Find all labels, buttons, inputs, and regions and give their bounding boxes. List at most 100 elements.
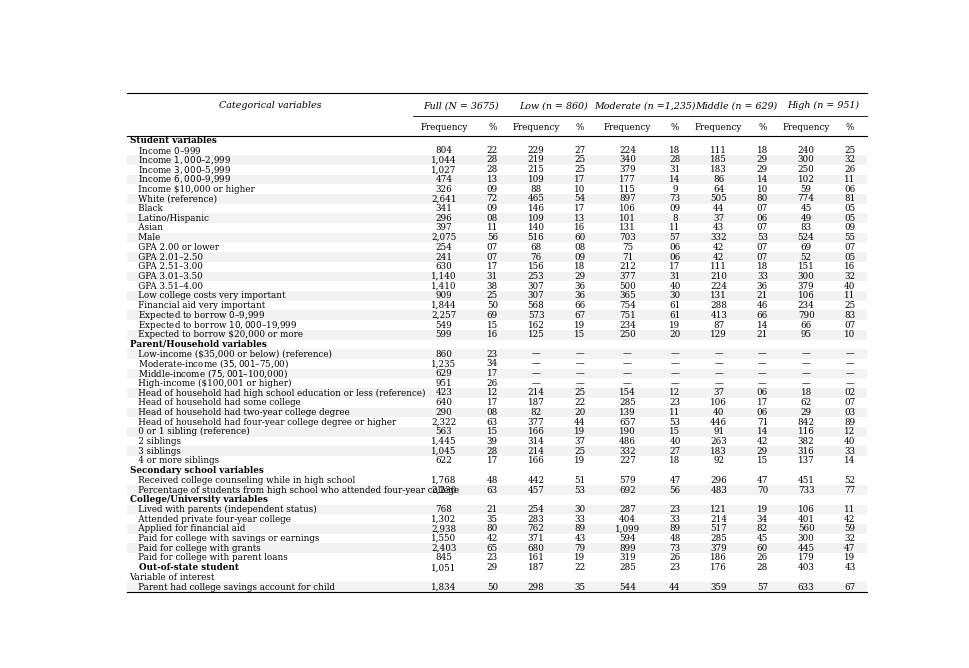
Text: 12: 12	[486, 389, 497, 397]
Text: 18: 18	[756, 146, 767, 155]
Text: 43: 43	[574, 534, 585, 543]
Bar	[127, 311, 866, 320]
Text: Applied for financial aid: Applied for financial aid	[130, 524, 244, 533]
Bar	[127, 466, 866, 476]
Text: 65: 65	[486, 544, 497, 552]
Text: 42: 42	[756, 437, 767, 446]
Text: 80: 80	[486, 524, 497, 533]
Text: 33: 33	[669, 514, 679, 524]
Text: 88: 88	[530, 184, 541, 194]
Text: —: —	[757, 359, 766, 368]
Text: High-income ($100,001 or higher): High-income ($100,001 or higher)	[130, 379, 291, 388]
Text: —: —	[670, 349, 678, 359]
Bar	[127, 369, 866, 378]
Text: 17: 17	[669, 263, 680, 271]
Text: 290: 290	[435, 408, 452, 417]
Text: 89: 89	[574, 524, 585, 533]
Text: GPA 2.01–2.50: GPA 2.01–2.50	[130, 253, 203, 262]
Text: Categorical variables: Categorical variables	[218, 102, 321, 110]
Text: 14: 14	[756, 321, 767, 329]
Text: 71: 71	[756, 418, 767, 427]
Text: 404: 404	[618, 514, 636, 524]
Text: 71: 71	[621, 253, 633, 262]
Text: 09: 09	[843, 223, 855, 232]
Text: —: —	[845, 349, 854, 359]
Bar	[127, 437, 866, 446]
Text: 234: 234	[797, 301, 814, 310]
Text: Student variables: Student variables	[130, 136, 216, 145]
Text: 139: 139	[618, 408, 635, 417]
Text: 332: 332	[618, 447, 635, 456]
Bar	[127, 398, 866, 407]
Text: 340: 340	[618, 156, 635, 164]
Text: 316: 316	[797, 447, 814, 456]
Text: 25: 25	[574, 165, 585, 174]
Text: 563: 563	[435, 428, 452, 436]
Text: 154: 154	[618, 389, 635, 397]
Text: 860: 860	[435, 349, 452, 359]
Text: 07: 07	[756, 243, 767, 252]
Text: 10: 10	[574, 184, 585, 194]
Text: 899: 899	[618, 544, 635, 552]
Text: 68: 68	[530, 243, 541, 252]
Text: 1,051: 1,051	[431, 563, 456, 572]
Bar	[127, 418, 866, 427]
Text: 768: 768	[435, 505, 452, 514]
Text: 630: 630	[435, 263, 452, 271]
Text: 379: 379	[797, 282, 814, 291]
Text: 56: 56	[486, 233, 497, 242]
Text: 254: 254	[527, 505, 544, 514]
Text: 2 siblings: 2 siblings	[130, 437, 180, 446]
Text: 34: 34	[756, 514, 767, 524]
Text: GPA 3.51–4.00: GPA 3.51–4.00	[130, 282, 203, 291]
Text: 762: 762	[527, 524, 544, 533]
Text: 07: 07	[843, 321, 855, 329]
Text: 92: 92	[712, 456, 724, 466]
Text: 54: 54	[574, 194, 585, 203]
Text: 37: 37	[712, 214, 724, 222]
Bar	[127, 194, 866, 204]
Text: 38: 38	[486, 282, 497, 291]
Text: Middle-income ($75,001–$100,000): Middle-income ($75,001–$100,000)	[130, 367, 288, 380]
Text: 67: 67	[574, 311, 585, 320]
Text: 35: 35	[574, 582, 584, 592]
Text: 37: 37	[712, 389, 724, 397]
Text: 83: 83	[843, 311, 855, 320]
Text: 703: 703	[618, 233, 635, 242]
Text: 307: 307	[527, 282, 544, 291]
Text: 31: 31	[669, 165, 680, 174]
Text: 17: 17	[574, 204, 585, 213]
Text: 177: 177	[618, 175, 635, 184]
Text: 03: 03	[843, 408, 855, 417]
Text: 73: 73	[669, 194, 680, 203]
Text: 19: 19	[574, 554, 585, 562]
Text: 08: 08	[486, 408, 497, 417]
Text: 18: 18	[756, 263, 767, 271]
Text: 371: 371	[527, 534, 544, 543]
Bar	[127, 446, 866, 456]
Text: Expected to borrow $20,000 or more: Expected to borrow $20,000 or more	[130, 330, 302, 339]
Text: Expected to borrow $10,000–$19,999: Expected to borrow $10,000–$19,999	[130, 319, 297, 331]
Text: Secondary school variables: Secondary school variables	[130, 466, 263, 475]
Text: 23: 23	[669, 505, 680, 514]
Text: 594: 594	[618, 534, 635, 543]
Text: 622: 622	[435, 456, 452, 466]
Text: 774: 774	[797, 194, 814, 203]
Text: Parent had college savings account for child: Parent had college savings account for c…	[130, 582, 334, 592]
Text: High (n = 951): High (n = 951)	[787, 102, 859, 110]
Text: 17: 17	[486, 369, 497, 378]
Text: 190: 190	[618, 428, 635, 436]
Text: 111: 111	[709, 263, 727, 271]
Text: Income $1,000–$2,999: Income $1,000–$2,999	[130, 154, 231, 166]
Text: 13: 13	[486, 175, 497, 184]
Text: 20: 20	[574, 408, 585, 417]
Text: 474: 474	[435, 175, 452, 184]
Text: 140: 140	[527, 223, 544, 232]
Text: 40: 40	[712, 408, 724, 417]
Text: 70: 70	[756, 486, 767, 494]
Bar	[127, 242, 866, 253]
Text: 57: 57	[756, 582, 767, 592]
Text: Middle (n = 629): Middle (n = 629)	[694, 102, 776, 110]
Text: 26: 26	[843, 165, 855, 174]
Text: —: —	[757, 369, 766, 378]
